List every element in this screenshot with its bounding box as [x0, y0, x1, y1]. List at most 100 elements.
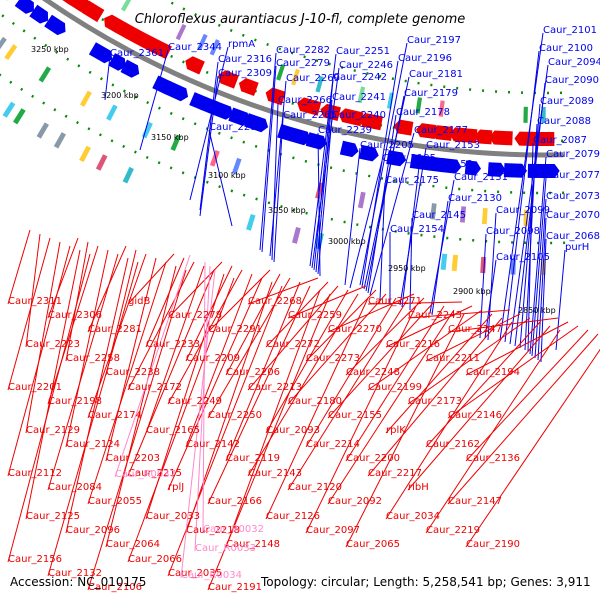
reverse-gene-label: Caur_2035 [168, 568, 222, 579]
reverse-leader-line [407, 325, 551, 491]
kbp-tick-label: 3100 kbp [208, 171, 246, 180]
gene-label-layer: Caur_2361 Caur_2344 rpmA Caur_2316 Caur_2309… [8, 25, 600, 593]
reverse-gene-label: Caur_2155 [328, 410, 382, 421]
forward-leader-line [189, 46, 229, 201]
forward-leader-line [534, 198, 547, 359]
reverse-gene-label: Caur_2268 [248, 296, 302, 307]
reverse-leader-line [25, 233, 41, 348]
reverse-gene-label: Caur_2084 [48, 482, 102, 493]
reverse-gene-label: Caur_2092 [328, 496, 382, 507]
forward-leader-line [349, 160, 383, 289]
reverse-gene-arrow-25 [62, 0, 75, 6]
reverse-leader-line [145, 265, 205, 434]
reverse-leader-line [225, 281, 301, 462]
forward-gene-label: Caur_2196 [398, 53, 452, 64]
reverse-leader-line [247, 293, 359, 477]
reverse-gene-label: Caur_2250 [208, 410, 262, 421]
forward-gene-arrow-18 [189, 92, 210, 111]
rna-gene-label: Caur_R0037 [115, 469, 176, 480]
reverse-leader-line [447, 333, 599, 505]
reverse-leader-line [345, 313, 465, 548]
forward-gene-label: Caur_2316 [218, 54, 272, 65]
reverse-gene-label: ribH [408, 482, 429, 493]
forward-gene-label: Caur_2309 [218, 68, 272, 79]
reverse-gene-label: Caur_2238 [106, 367, 160, 378]
reverse-gene-label: Caur_2209 [186, 353, 240, 364]
feature-band-inner-8 [276, 64, 286, 81]
forward-leader-line [519, 103, 541, 349]
feature-band-outer-13 [4, 44, 18, 61]
forward-gene-label: Caur_2290 [209, 122, 263, 133]
feature-band-inner-2 [438, 100, 445, 117]
forward-leader-line [199, 61, 219, 211]
reverse-leader-line [185, 281, 273, 534]
forward-gene-label: Caur_2282 [276, 45, 330, 56]
forward-gene-label: Caur_2130 [448, 193, 502, 204]
reverse-gene-label: Caur_2096 [66, 525, 120, 536]
forward-gene-label: Caur_2181 [409, 69, 463, 80]
feature-band-inner-11 [175, 23, 187, 41]
forward-gene-label: Caur_2090 [545, 75, 599, 86]
reverse-gene-label: Caur_2214 [306, 439, 360, 450]
reverse-gene-label: Caur_2132 [48, 568, 102, 579]
reverse-gene-arrow-23 [81, 0, 105, 23]
forward-gene-label: Caur_2099 [496, 205, 550, 216]
feature-band-far-13 [12, 108, 26, 125]
genome-arc-layer [0, 0, 566, 275]
reverse-gene-label: Caur_2259 [288, 310, 342, 321]
kbp-tick-label: 2900 kbp [453, 287, 491, 296]
reverse-gene-label: Caur_2243 [408, 310, 462, 321]
reverse-gene-label: Caur_2166 [208, 496, 262, 507]
forward-gene-label: Caur_2265 [283, 110, 337, 121]
reverse-leader-line [7, 237, 51, 391]
reverse-leader-line [327, 293, 415, 333]
reverse-leader-line [465, 348, 600, 548]
feature-band-outer-8 [170, 134, 182, 152]
forward-gene-label: Caur_2242 [333, 72, 387, 83]
feature-band-inner-12 [120, 0, 132, 12]
forward-gene-arrow-10 [339, 140, 359, 158]
reverse-leader-line [305, 297, 397, 448]
reverse-gene-label: rplJ [168, 482, 184, 493]
forward-leader-line [139, 49, 169, 151]
reverse-leader-line [305, 305, 417, 534]
reverse-gene-arrow-16 [218, 70, 239, 89]
reverse-leader-line [465, 329, 589, 462]
feature-band-outer-3 [430, 203, 437, 220]
forward-leader-line [315, 99, 333, 273]
feature-band-outer-4 [357, 191, 366, 209]
kbp-tick-label: 3250 kbp [31, 45, 69, 54]
feature-band-far-11 [53, 132, 66, 149]
reverse-gene-label: Caur_2211 [426, 353, 480, 364]
reverse-gene-label: Caur_2223 [26, 339, 80, 350]
genome-summary-text: Topology: circular; Length: 5,258,541 bp… [260, 575, 591, 589]
reverse-leader-line [7, 245, 71, 477]
reverse-gene-label: Caur_2273 [306, 353, 360, 364]
reverse-gene-arrow-17 [185, 56, 205, 75]
kbp-tick-layer: 3250 kbp 3200 kbp 3150 kbp 3100 kbp 3050 kbp… [31, 45, 556, 315]
reverse-leader-line [87, 261, 167, 505]
reverse-leader-line [425, 329, 561, 534]
reverse-gene-label: Caur_2097 [306, 525, 360, 536]
forward-gene-arrow-23 [88, 42, 113, 64]
reverse-gene-label: Caur_2065 [346, 539, 400, 550]
forward-leader-line [261, 65, 277, 253]
reverse-gene-label: Caur_2136 [466, 453, 520, 464]
forward-gene-label: Caur_2098 [486, 226, 540, 237]
reverse-leader-line [87, 245, 127, 333]
forward-gene-label: Caur_2240 [332, 110, 386, 121]
forward-leader-line [531, 177, 547, 357]
reverse-leader-line [167, 269, 243, 405]
forward-leader-line [401, 166, 420, 308]
reverse-leader-line [447, 317, 559, 333]
feature-band-far-10 [79, 145, 91, 163]
rna-gene-label: Caur_R0032 [203, 524, 264, 535]
reverse-gene-label: Caur_2143 [248, 468, 302, 479]
forward-gene-label: Caur_2105 [496, 252, 550, 263]
reverse-gene-label: Caur_2203 [106, 453, 160, 464]
forward-leader-line [540, 238, 547, 363]
forward-leader-line [273, 117, 284, 263]
reverse-leader-line [367, 301, 463, 305]
